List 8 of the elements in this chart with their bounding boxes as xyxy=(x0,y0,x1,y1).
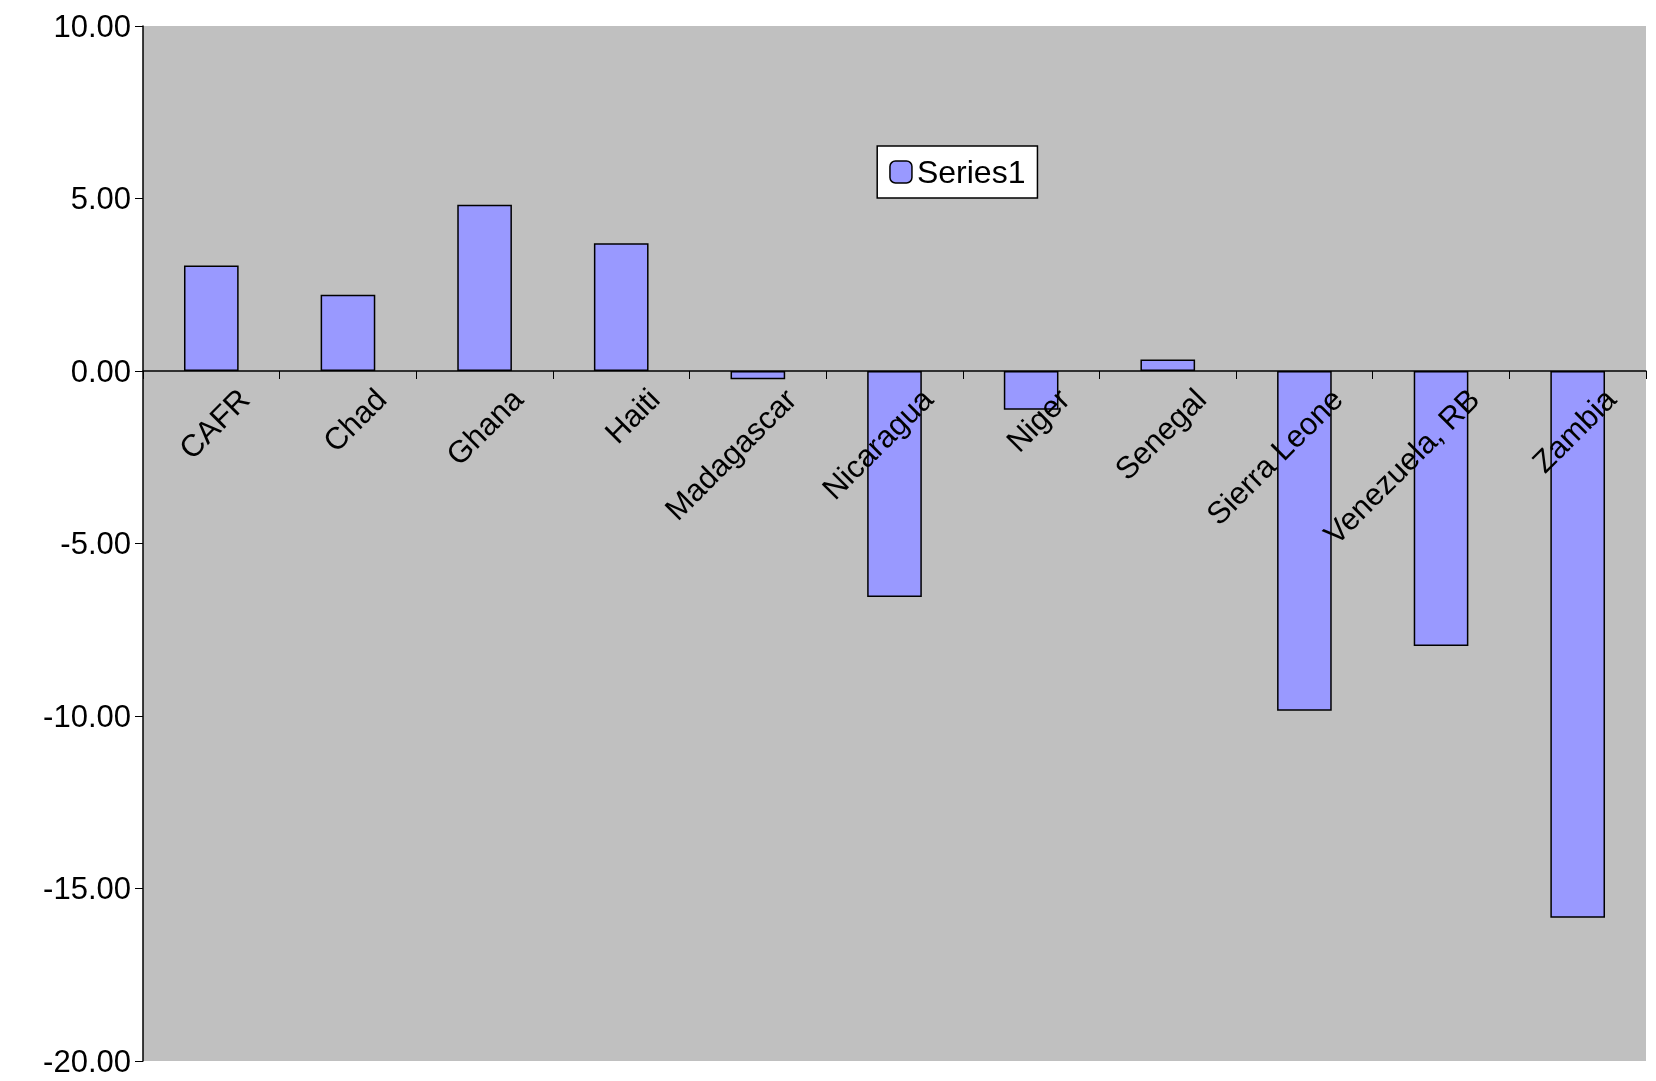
y-tick-label: -15.00 xyxy=(43,871,131,906)
y-tick-label: -10.00 xyxy=(43,698,131,734)
y-tick-label: -5.00 xyxy=(60,526,131,561)
y-tick-label: 10.00 xyxy=(53,8,131,44)
legend-label: Series1 xyxy=(916,154,1026,190)
y-tick-label: 0.00 xyxy=(70,353,131,389)
y-tick-label: -20.00 xyxy=(43,1043,131,1079)
y-tick-label: 5.00 xyxy=(70,181,131,216)
